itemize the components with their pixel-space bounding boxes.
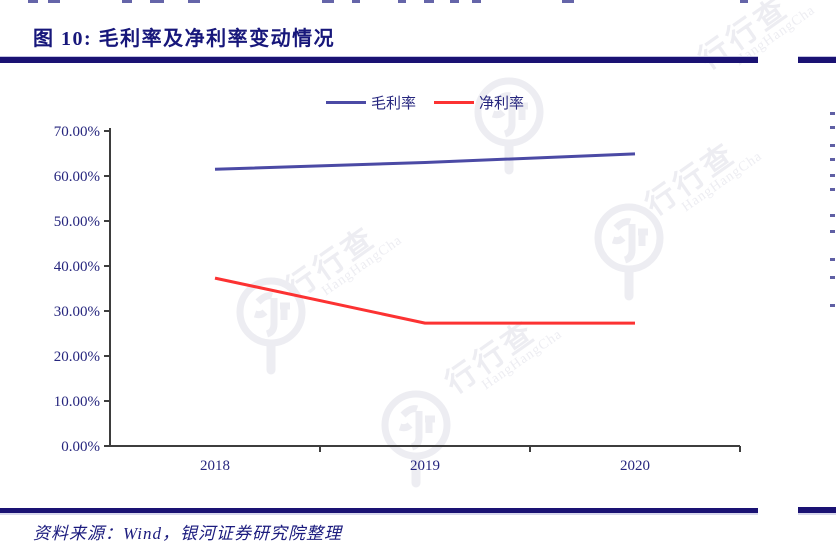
clipped-text-fragment [830, 174, 835, 177]
clipped-text-fragment [830, 258, 835, 261]
clipped-text-fragment [830, 188, 835, 191]
clipped-text-fragment [28, 0, 38, 3]
clipped-text-fragment [150, 0, 164, 3]
clipped-text-fragment [424, 0, 434, 3]
y-axis-tick-label: 40.00% [54, 259, 100, 275]
figure-title: 图 10: 毛利率及净利率变动情况 [33, 28, 336, 50]
clipped-text-fragment [830, 214, 835, 217]
x-axis-tick-label: 2019 [410, 458, 440, 474]
y-axis-tick-label: 70.00% [54, 124, 100, 140]
chart-legend: 毛利率 净利率 [110, 92, 740, 113]
legend-label: 毛利率 [370, 96, 416, 112]
footer-rule [0, 508, 758, 513]
series-line-毛利率 [214, 152, 636, 171]
axis-lines [109, 128, 740, 447]
clipped-text-fragment [740, 0, 748, 3]
x-axis-tick-label: 2018 [200, 458, 230, 474]
y-axis-tick-label: 10.00% [54, 394, 100, 410]
net-margin-line-swatch [434, 101, 474, 104]
clipped-text-fragment [472, 0, 481, 3]
source-note: 资料来源：Wind，银河证券研究院整理 [33, 524, 342, 543]
title-rule [0, 57, 758, 63]
clipped-text-fragment [450, 0, 459, 3]
clipped-text-fragment [830, 230, 835, 233]
clipped-text-fragment [122, 0, 132, 3]
clipped-text-fragment [562, 0, 574, 3]
y-axis-tick-label: 0.00% [61, 439, 100, 455]
legend-item-gross-margin: 毛利率 [325, 92, 416, 113]
y-axis-tick-label: 30.00% [54, 304, 100, 320]
clipped-text-fragment [830, 304, 835, 307]
clipped-text-fragment [830, 144, 835, 147]
clipped-text-fragment [830, 276, 835, 279]
clipped-text-fragment [48, 0, 60, 3]
series-line-净利率 [214, 276, 635, 325]
gross-margin-line-swatch [325, 101, 366, 104]
clipped-text-fragment [352, 0, 360, 3]
clipped-text-fragment [830, 112, 835, 115]
clipped-text-fragment [398, 0, 406, 3]
adjacent-column-footer-rule [798, 507, 836, 513]
clipped-text-fragment [322, 0, 334, 3]
clipped-text-fragment [830, 158, 835, 161]
x-axis-tick-label: 2020 [620, 458, 650, 474]
legend-item-net-margin: 净利率 [434, 92, 524, 113]
y-axis-tick-label: 50.00% [54, 214, 100, 230]
clipped-text-fragment [188, 0, 200, 3]
clipped-text-fragment [830, 126, 835, 129]
legend-label: 净利率 [479, 96, 525, 112]
y-axis-tick-label: 20.00% [54, 349, 100, 365]
adjacent-column-title-rule [798, 57, 836, 63]
y-axis-tick-label: 60.00% [54, 169, 100, 185]
